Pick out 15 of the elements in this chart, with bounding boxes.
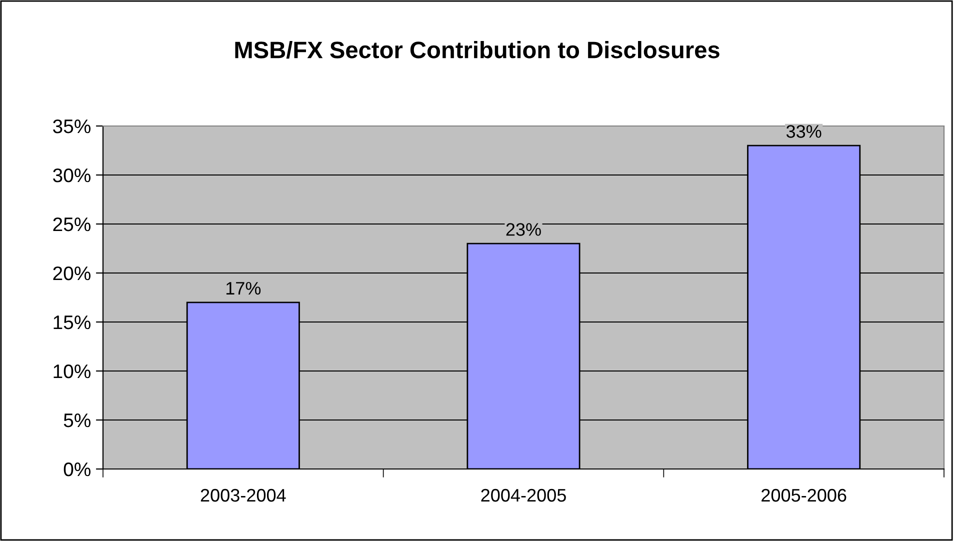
y-tick-label: 5%	[64, 414, 91, 428]
y-tick-label: 35%	[53, 119, 91, 134]
x-tick-label: 2005-2006	[762, 488, 846, 502]
x-tick-label: 2003-2004	[200, 488, 286, 502]
data-label: 33%	[786, 125, 822, 138]
y-tick-label: 20%	[53, 266, 91, 280]
y-tick-label: 25%	[53, 217, 91, 232]
y-tick-label: 0%	[64, 462, 91, 476]
chart-title: MSB/FX Sector Contribution to Disclosures	[235, 40, 720, 59]
data-label: 17%	[226, 282, 261, 295]
y-tick-label: 10%	[54, 364, 91, 378]
y-tick-label: 15%	[54, 316, 91, 330]
data-label: 23%	[506, 223, 541, 236]
y-tick-label: 30%	[53, 168, 91, 182]
x-tick-label: 2004-2005	[481, 488, 566, 502]
